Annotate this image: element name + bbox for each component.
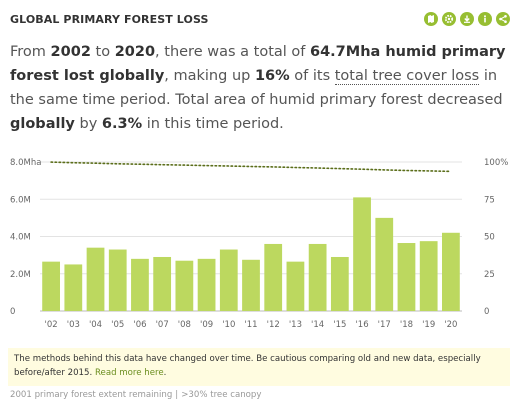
x-tick: '03 xyxy=(67,320,80,330)
bar xyxy=(197,258,216,311)
y-tick-left: 2.0M xyxy=(10,270,31,280)
x-tick: '11 xyxy=(244,320,257,330)
primary-forest-extent-line xyxy=(50,161,452,173)
y-tick-right: 25 xyxy=(484,270,495,280)
x-tick: '14 xyxy=(311,320,324,330)
settings-icon[interactable] xyxy=(442,12,456,26)
notice-text: The methods behind this data have change… xyxy=(14,354,481,378)
y-tick-right: 100% xyxy=(484,158,508,168)
x-tick: '05 xyxy=(111,320,124,330)
x-tick: '10 xyxy=(222,320,235,330)
bar xyxy=(375,217,394,311)
x-tick: '15 xyxy=(333,320,346,330)
x-tick: '02 xyxy=(45,320,58,330)
x-tick: '17 xyxy=(378,320,391,330)
footnote-canopy: >30% tree canopy xyxy=(181,390,262,400)
loss-value: 64.7Mha humid primary forest lost global… xyxy=(10,44,506,84)
y-tick-left: 8.0Mha xyxy=(10,158,41,168)
bar xyxy=(219,249,238,311)
sentence-text: of its xyxy=(289,68,335,84)
y-tick-left: 4.0M xyxy=(10,233,31,243)
bar xyxy=(64,264,83,311)
bar xyxy=(442,232,460,311)
bar xyxy=(419,241,438,311)
scope: globally xyxy=(10,116,75,132)
y-tick-right: 50 xyxy=(484,233,495,243)
x-tick: '04 xyxy=(89,320,102,330)
share-icon[interactable] xyxy=(496,12,510,26)
year-end: 2020 xyxy=(114,44,156,60)
x-tick: '16 xyxy=(355,320,368,330)
sentence-text: in the same time period. Total area of h… xyxy=(10,68,503,108)
widget-header: GLOBAL PRIMARY FOREST LOSS xyxy=(10,12,510,28)
loss-percent: 16% xyxy=(254,68,290,84)
x-tick: '13 xyxy=(289,320,302,330)
x-tick: '18 xyxy=(400,320,413,330)
y-tick-left: 0 xyxy=(10,307,15,317)
bar xyxy=(242,259,260,311)
map-icon[interactable] xyxy=(424,12,438,26)
y-tick-left: 6.0M xyxy=(10,195,31,205)
bar xyxy=(153,256,172,311)
x-tick: '08 xyxy=(178,320,191,330)
y-tick-right: 0 xyxy=(484,307,489,317)
sentence-text: in this time period. xyxy=(142,116,284,132)
x-tick: '07 xyxy=(156,320,169,330)
download-icon[interactable] xyxy=(460,12,474,26)
bar xyxy=(397,243,416,311)
y-tick-right: 75 xyxy=(484,195,495,205)
chart-svg: 0 2.0M 4.0M 6.0M 8.0Mha 0 25 50 75 100% '02 '03 '04 '… xyxy=(10,158,508,330)
x-tick: '09 xyxy=(200,320,213,330)
bar xyxy=(286,261,305,311)
sentence-text: to xyxy=(90,44,115,60)
bar xyxy=(175,260,194,311)
year-start: 2002 xyxy=(50,44,91,60)
x-tick: '20 xyxy=(444,320,457,330)
footnote-extent: 2001 primary forest extent remaining xyxy=(10,390,173,400)
sentence-text: by xyxy=(74,116,102,132)
bar xyxy=(330,256,349,311)
decrease-percent: 6.3% xyxy=(101,116,143,132)
x-tick: '12 xyxy=(267,320,280,330)
tree-cover-loss-link[interactable]: total tree cover loss xyxy=(334,68,480,85)
bar xyxy=(264,243,283,311)
bar xyxy=(86,247,105,311)
x-tick: '19 xyxy=(422,320,435,330)
sentence-text: , making up xyxy=(164,68,255,84)
footnote: 2001 primary forest extent remaining | >30… xyxy=(10,390,261,400)
info-icon[interactable] xyxy=(478,12,492,26)
sentence-text: From xyxy=(10,44,51,60)
read-more-link[interactable]: Read more here xyxy=(94,368,164,378)
bar xyxy=(308,243,327,311)
chart: 0 2.0M 4.0M 6.0M 8.0Mha 0 25 50 75 100% '02 '03 '04 '… xyxy=(0,150,520,340)
bar xyxy=(353,197,371,311)
widget-toolbar xyxy=(420,12,510,28)
methods-notice: The methods behind this data have change… xyxy=(8,348,510,386)
sentence-text: , there was a total of xyxy=(155,44,310,60)
widget-sentence: From 2002 to 2020, there was a total of … xyxy=(10,40,510,136)
x-tick: '06 xyxy=(133,320,146,330)
bar xyxy=(108,249,127,311)
bar xyxy=(131,258,149,311)
widget-title: GLOBAL PRIMARY FOREST LOSS xyxy=(10,13,209,26)
notice-end: . xyxy=(163,368,167,378)
bar xyxy=(42,261,60,311)
footnote-separator: | xyxy=(175,390,179,400)
